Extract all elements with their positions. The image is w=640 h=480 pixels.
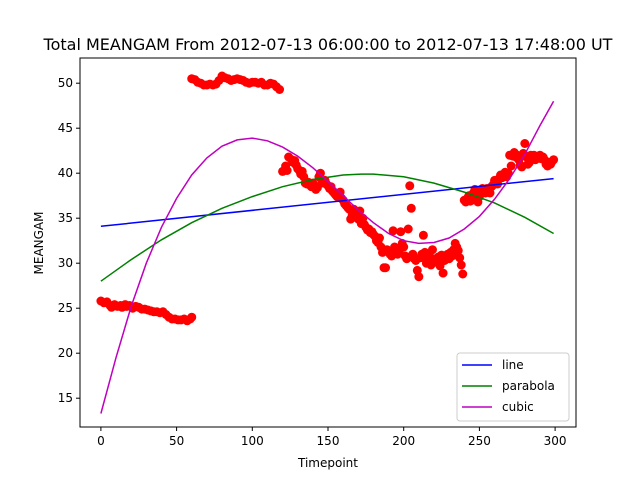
data-point (414, 272, 424, 282)
y-axis-label: MEANGAM (32, 212, 46, 275)
data-point (282, 166, 292, 175)
legend-label-line: line (502, 358, 524, 372)
data-point (374, 233, 384, 243)
data-point (187, 312, 197, 322)
data-point (455, 253, 465, 263)
data-point (396, 227, 406, 237)
data-point (399, 242, 409, 252)
y-tick-label: 30 (58, 256, 73, 270)
data-point (503, 168, 513, 178)
y-tick-label: 40 (58, 166, 73, 180)
y-tick-label: 20 (58, 346, 73, 360)
data-point (453, 246, 463, 256)
x-axis-ticks: 0 50 100 150 200 250 300 (97, 427, 567, 448)
x-tick-label: 300 (544, 434, 567, 448)
legend-label-cubic: cubic (502, 400, 534, 414)
y-tick-label: 15 (58, 391, 73, 405)
data-point (418, 230, 428, 240)
chart-title: Total MEANGAM From 2012-07-13 06:00:00 t… (43, 35, 613, 54)
fit-line-parabola (100, 173, 554, 282)
fit-lines (100, 100, 555, 414)
y-axis-ticks: 15 20 25 30 35 40 45 50 (58, 76, 80, 405)
x-tick-label: 0 (97, 434, 105, 448)
x-axis-label: Timepoint (297, 456, 358, 470)
data-point (381, 263, 391, 273)
x-tick-label: 100 (241, 434, 264, 448)
y-tick-label: 45 (58, 121, 73, 135)
x-tick-label: 200 (392, 434, 415, 448)
x-tick-label: 50 (169, 434, 184, 448)
data-point (403, 224, 413, 234)
data-point (427, 245, 437, 255)
data-point (406, 203, 416, 213)
x-tick-label: 250 (468, 434, 491, 448)
y-tick-label: 25 (58, 301, 73, 315)
data-point (520, 139, 530, 148)
y-tick-label: 35 (58, 211, 73, 225)
data-point (388, 226, 398, 236)
fit-line-cubic (100, 100, 555, 414)
data-point (506, 161, 516, 171)
fit-line-line (100, 177, 554, 228)
data-point (438, 268, 448, 278)
legend-box (456, 352, 570, 422)
data-point (315, 168, 325, 178)
scatter-points (96, 71, 559, 326)
y-tick-label: 50 (58, 76, 73, 90)
data-point (405, 181, 415, 191)
legend-label-parabola: parabola (502, 379, 555, 393)
data-point (458, 269, 468, 279)
data-point (456, 260, 466, 270)
legend: line parabola cubic (456, 352, 570, 422)
data-point (549, 155, 559, 165)
data-point (275, 85, 285, 94)
x-tick-label: 150 (317, 434, 340, 448)
